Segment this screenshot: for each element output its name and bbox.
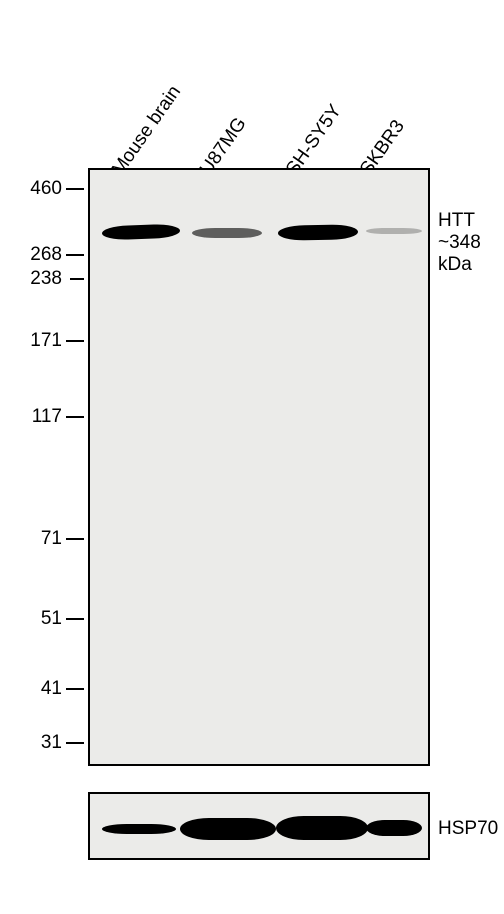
mw-label-71: 71 bbox=[22, 528, 62, 550]
mw-label-51: 51 bbox=[22, 608, 62, 630]
target-label-hsp70: HSP70 bbox=[438, 818, 498, 840]
mw-tick-268 bbox=[66, 254, 84, 256]
mw-tick-71 bbox=[66, 538, 84, 540]
western-blot-figure: 460 268 238 171 117 71 51 41 31 Mouse br… bbox=[0, 0, 504, 914]
band-hsp70-shsy5y bbox=[276, 816, 368, 840]
target-label-htt: HTT bbox=[438, 210, 475, 232]
lane-label-mouse-brain: Mouse brain bbox=[108, 82, 186, 180]
mw-tick-31 bbox=[66, 742, 84, 744]
mw-tick-41 bbox=[66, 688, 84, 690]
mw-tick-117 bbox=[66, 416, 84, 418]
band-htt-mouse-brain bbox=[102, 224, 180, 241]
mw-label-460: 460 bbox=[22, 178, 62, 200]
band-htt-skbr3 bbox=[366, 228, 422, 234]
mw-tick-460 bbox=[66, 188, 84, 190]
band-hsp70-u87mg bbox=[180, 818, 276, 840]
mw-label-171: 171 bbox=[22, 330, 62, 352]
mw-label-117: 117 bbox=[22, 406, 62, 428]
band-htt-shsy5y bbox=[278, 224, 358, 240]
mw-tick-51 bbox=[66, 618, 84, 620]
mw-label-238: 238 bbox=[22, 268, 62, 290]
band-htt-u87mg bbox=[192, 228, 262, 238]
mw-label-41: 41 bbox=[22, 678, 62, 700]
mw-tick-238 bbox=[70, 278, 84, 280]
loading-blot-membrane bbox=[88, 792, 430, 860]
target-label-mw: ~348 kDa bbox=[438, 232, 504, 276]
main-blot-membrane bbox=[88, 168, 430, 766]
mw-label-31: 31 bbox=[22, 732, 62, 754]
mw-tick-171 bbox=[66, 340, 84, 342]
mw-label-268: 268 bbox=[22, 244, 62, 266]
band-hsp70-skbr3 bbox=[366, 820, 422, 836]
band-hsp70-mouse-brain bbox=[102, 824, 176, 834]
